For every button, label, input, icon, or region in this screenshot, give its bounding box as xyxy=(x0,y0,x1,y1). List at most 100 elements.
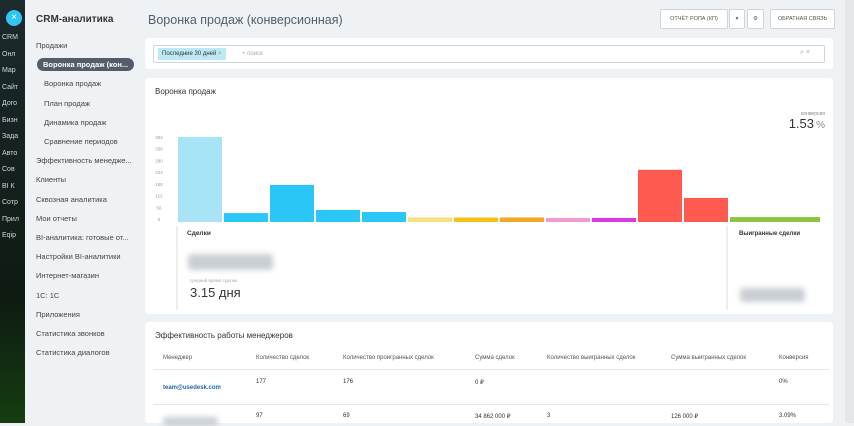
column-header: Сумма сделок xyxy=(475,355,515,361)
row-divider xyxy=(153,369,829,370)
search-placeholder: + поиск xyxy=(242,51,263,57)
funnel-card: Воронка продаж конверсия 1.53 % Сделки с… xyxy=(145,78,833,314)
table-cell: 97 xyxy=(256,413,263,419)
menu-item[interactable]: 1С: 1С xyxy=(36,290,60,300)
column-header: Количество проигранных сделок xyxy=(343,355,434,361)
table-cell: 126 000 ₽ xyxy=(671,414,699,420)
bar xyxy=(546,217,590,222)
sidebar: CRM-аналитика Продажи Воронка продаж (кон… xyxy=(25,0,140,423)
column-header: Менеджер xyxy=(163,355,193,361)
won-label: Выигранные сделки xyxy=(739,231,800,237)
y-tick-label: 336 xyxy=(155,147,163,152)
rail-item: Авто xyxy=(2,149,18,157)
bar xyxy=(730,217,820,222)
conversion-value: 1.53 xyxy=(789,116,814,131)
y-tick-label: 0 xyxy=(158,217,161,222)
rail-item: BI К xyxy=(2,182,15,190)
table-card: Эффективность работы менеджеров Менеджер… xyxy=(145,322,833,426)
report-button[interactable]: ОТЧЁТ РОПА (КП) xyxy=(660,9,728,29)
menu-item[interactable]: Продажи xyxy=(36,41,68,50)
table-cell: 176 xyxy=(343,379,354,385)
menu-item[interactable]: Интернет-магазин xyxy=(36,271,99,281)
bar xyxy=(684,197,728,222)
bar xyxy=(270,184,314,222)
settings-button[interactable]: ⚙ xyxy=(747,9,764,29)
blurred-name xyxy=(163,417,218,426)
rail-item: Прил xyxy=(2,215,19,223)
bar xyxy=(224,213,268,222)
menu-item[interactable]: Мои отчеты xyxy=(36,213,77,223)
rail-item: Eqip xyxy=(2,232,17,239)
menu-item[interactable]: Воронка продаж (кон... xyxy=(37,58,135,72)
bar xyxy=(178,137,222,222)
y-tick-label: 280 xyxy=(155,158,163,163)
chart: Воронка продаж конверсия 1.53 % Сделки с… xyxy=(155,87,825,310)
rail-item: CRM xyxy=(2,34,18,41)
feedback-button[interactable]: ОБРАТНАЯ СВЯЗЬ xyxy=(770,9,835,29)
menu-item[interactable]: BI-аналитика: готовые от... xyxy=(36,233,129,242)
blurred-value xyxy=(740,288,805,302)
bar xyxy=(362,212,406,222)
bar xyxy=(316,209,360,222)
table-cell[interactable]: team@usedesk.com xyxy=(163,385,221,391)
y-tick-label: 392 xyxy=(155,135,163,140)
page-title: Воронка продаж (конверсионная) xyxy=(148,13,343,27)
column-header: Конверсия xyxy=(779,355,809,361)
conversion-label: конверсия xyxy=(801,111,825,117)
filter-input[interactable] xyxy=(153,45,825,63)
y-tick-label: 112 xyxy=(155,194,163,199)
menu-item[interactable]: Сквозная аналитика xyxy=(36,194,107,204)
rail-item: Зада xyxy=(2,133,19,140)
column-header: Количество сделок xyxy=(256,355,310,361)
chip-text: Последние 30 дней xyxy=(162,51,217,57)
rail-item: Сов xyxy=(2,166,15,173)
menu-item[interactable]: Эффективность менедже... xyxy=(36,156,132,166)
rail-item: Бизн xyxy=(2,116,18,124)
column-header: Сумма выигранных сделок xyxy=(671,355,747,361)
table-title: Эффективность работы менеджеров xyxy=(155,331,293,340)
bar xyxy=(408,217,452,222)
rail-item: Сотр xyxy=(2,199,18,206)
menu-item[interactable]: Статистика звонков xyxy=(36,329,105,338)
table-cell: 3.09% xyxy=(779,413,797,419)
table-cell: 3 xyxy=(547,413,551,419)
menu-item[interactable]: План продаж xyxy=(44,98,90,108)
y-tick-label: 224 xyxy=(155,170,163,175)
sidebar-title: CRM-аналитика xyxy=(36,14,114,25)
menu-item[interactable]: Клиенты xyxy=(36,175,67,185)
row-divider xyxy=(153,404,829,405)
avg-label: средний время сделки xyxy=(190,277,238,283)
rail-item: Сайт xyxy=(2,83,19,91)
bar xyxy=(638,169,682,222)
scrollbar[interactable] xyxy=(845,0,854,423)
blurred-value xyxy=(188,254,273,270)
search-icons: ⌕ × xyxy=(800,49,810,56)
bar xyxy=(500,217,544,222)
deals-label: Сделки xyxy=(187,230,211,237)
table-cell: 0% xyxy=(779,379,788,385)
menu-item[interactable]: Приложения xyxy=(36,309,80,319)
avg-value: 3.15 дня xyxy=(190,285,241,300)
column-header: Количество выигранных сделок xyxy=(547,355,636,361)
table-cell: 0 ₽ xyxy=(475,380,484,386)
menu-item[interactable]: Статистика диалогов xyxy=(36,348,110,358)
dropdown-button[interactable]: ▾ xyxy=(729,9,745,29)
left-rail: CRM Онл Мар Сайт Дого Бизн Зада Авто Сов BI К Сотр… xyxy=(0,0,25,423)
menu-item[interactable]: Настройки BI-аналитики xyxy=(36,252,121,262)
rail-item: Онл xyxy=(2,50,16,58)
rail-item: Дого xyxy=(2,100,18,107)
filter-chip[interactable]: Последние 30 дней × xyxy=(158,48,226,60)
menu-item[interactable]: Сравнение периодов xyxy=(44,137,118,146)
bar xyxy=(454,217,498,222)
rail-item: Мар xyxy=(2,67,16,74)
y-tick-label: 56 xyxy=(156,205,162,210)
table-cell: 34 862 000 ₽ xyxy=(475,414,511,420)
bar xyxy=(592,217,636,222)
close-button[interactable]: × xyxy=(6,10,22,26)
menu-item[interactable]: Воронка продаж xyxy=(44,79,102,89)
chart-title: Воронка продаж xyxy=(155,87,217,96)
conversion-unit: % xyxy=(816,120,825,131)
filter-card: Последние 30 дней × + поиск ⌕ × xyxy=(145,38,833,69)
menu-item[interactable]: Динамика продаж xyxy=(44,117,107,127)
